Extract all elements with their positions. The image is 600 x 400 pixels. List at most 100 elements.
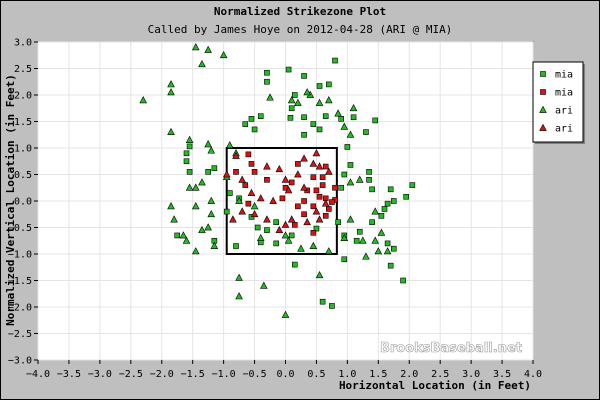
mia-square-point (350, 114, 357, 121)
mia-square-point (381, 206, 388, 212)
ari-triangle-point (281, 310, 290, 318)
data-points (139, 43, 416, 318)
ari-triangle-point (260, 281, 268, 289)
mia-square-point (329, 199, 335, 205)
ari-triangle-point (346, 130, 355, 138)
mia-square-point (279, 195, 286, 202)
mia-square-point (264, 227, 270, 233)
mia-square-point (174, 232, 181, 239)
ari-triangle-point (334, 109, 342, 117)
ari-triangle-point (297, 244, 305, 252)
ari-triangle-point (287, 215, 296, 223)
y-tick-label: 2.5 (14, 64, 32, 75)
ari-triangle-point (383, 247, 392, 255)
ari-triangle-point (340, 122, 349, 130)
legend-label: mia (555, 70, 573, 81)
ari-triangle-point (204, 45, 212, 53)
ari-triangle-point (275, 225, 284, 234)
x-tick-label: −4.0 (26, 369, 50, 380)
ari-triangle-point (263, 162, 271, 170)
mia-square-point (335, 219, 341, 225)
ari-triangle-point (204, 140, 212, 148)
mia-square-point (248, 116, 255, 122)
mia-square-point (310, 203, 317, 210)
ari-triangle-point (232, 151, 240, 159)
mia-square-point (233, 169, 239, 175)
x-tick-label: −1.0 (212, 369, 236, 380)
ari-triangle-point (250, 202, 259, 210)
ari-triangle-point (229, 215, 237, 223)
ari-triangle-point (377, 228, 386, 236)
x-tick-label: −2.0 (150, 369, 174, 380)
mia-square-point (356, 228, 363, 235)
ari-triangle-point (256, 194, 265, 202)
x-tick-label: 1.5 (369, 369, 387, 380)
mia-square-point (285, 66, 292, 73)
y-tick-label: 0.5 (14, 170, 32, 181)
mia-square-point (183, 158, 190, 165)
mia-square-point (316, 83, 323, 89)
y-tick-label: 2.0 (14, 91, 32, 102)
legend-label: ari (555, 124, 573, 135)
mia-square-point (326, 81, 332, 88)
ari-triangle-point (346, 215, 355, 223)
y-tick-label: 3.0 (14, 38, 32, 49)
ari-triangle-point (226, 141, 234, 149)
ari-triangle-point (294, 170, 302, 178)
mia-square-point (233, 243, 239, 249)
ari-triangle-point (167, 88, 175, 96)
ari-triangle-point (139, 96, 147, 104)
ari-triangle-point (167, 202, 175, 210)
mia-square-point (264, 177, 270, 183)
ari-triangle-point (309, 241, 318, 249)
mia-square-point (332, 57, 338, 64)
ari-triangle-point (235, 292, 243, 300)
ari-triangle-point (235, 273, 243, 281)
mia-square-point (245, 151, 252, 158)
legend-ari-triangle-marker (539, 123, 547, 131)
mia-square-point (390, 198, 397, 204)
ari-triangle-point (284, 186, 293, 194)
mia-square-point (387, 262, 394, 269)
y-tick-label: 1.5 (14, 117, 32, 128)
ari-triangle-point (198, 178, 206, 186)
ari-triangle-point (238, 175, 246, 183)
legend-ari-triangle-marker (539, 105, 547, 113)
grid-lines (37, 41, 534, 361)
mia-square-point (257, 113, 264, 119)
x-axis-label: Horizontal Location (in Feet) (339, 379, 531, 392)
ari-triangle-point (210, 241, 219, 249)
ari-triangle-point (207, 210, 216, 218)
mia-square-point (291, 92, 298, 98)
mia-square-point (310, 174, 317, 180)
mia-square-point (264, 78, 270, 85)
mia-square-point (400, 277, 406, 284)
x-tick-label: −1.5 (181, 369, 205, 380)
ari-triangle-point (281, 220, 290, 228)
x-tick-label: 2.0 (400, 369, 418, 380)
mia-square-point (295, 161, 301, 167)
ari-triangle-point (325, 247, 333, 255)
mia-square-point (186, 143, 193, 150)
mia-square-point (322, 163, 329, 170)
mia-square-point (288, 232, 295, 239)
mia-square-point (316, 126, 323, 133)
y-tick-label: 1.0 (14, 144, 32, 155)
x-tick-label: 3.0 (462, 369, 480, 380)
ari-triangle-point (275, 164, 284, 173)
mia-square-point (245, 200, 252, 207)
ari-triangle-point (247, 188, 256, 196)
ari-triangle-point (263, 215, 271, 223)
chart-subtitle: Called by James Hoye on 2012-04-28 (ARI … (148, 23, 453, 36)
ari-triangle-point (362, 252, 370, 260)
legend-mia-square-marker (540, 89, 546, 95)
mia-square-point (183, 150, 190, 157)
ari-triangle-point (182, 236, 191, 244)
ari-triangle-point (250, 210, 259, 218)
ari-triangle-point (167, 127, 175, 135)
axis-ticks: −4.0 −3.5 −3.0 −2.5 −2.0 −1.5 −1.0 −0.5 0.0 0.5 1.… (8, 38, 542, 381)
watermark: BrooksBaseball.net (380, 341, 522, 356)
ari-triangle-point (325, 167, 333, 175)
mia-square-point (338, 116, 344, 122)
